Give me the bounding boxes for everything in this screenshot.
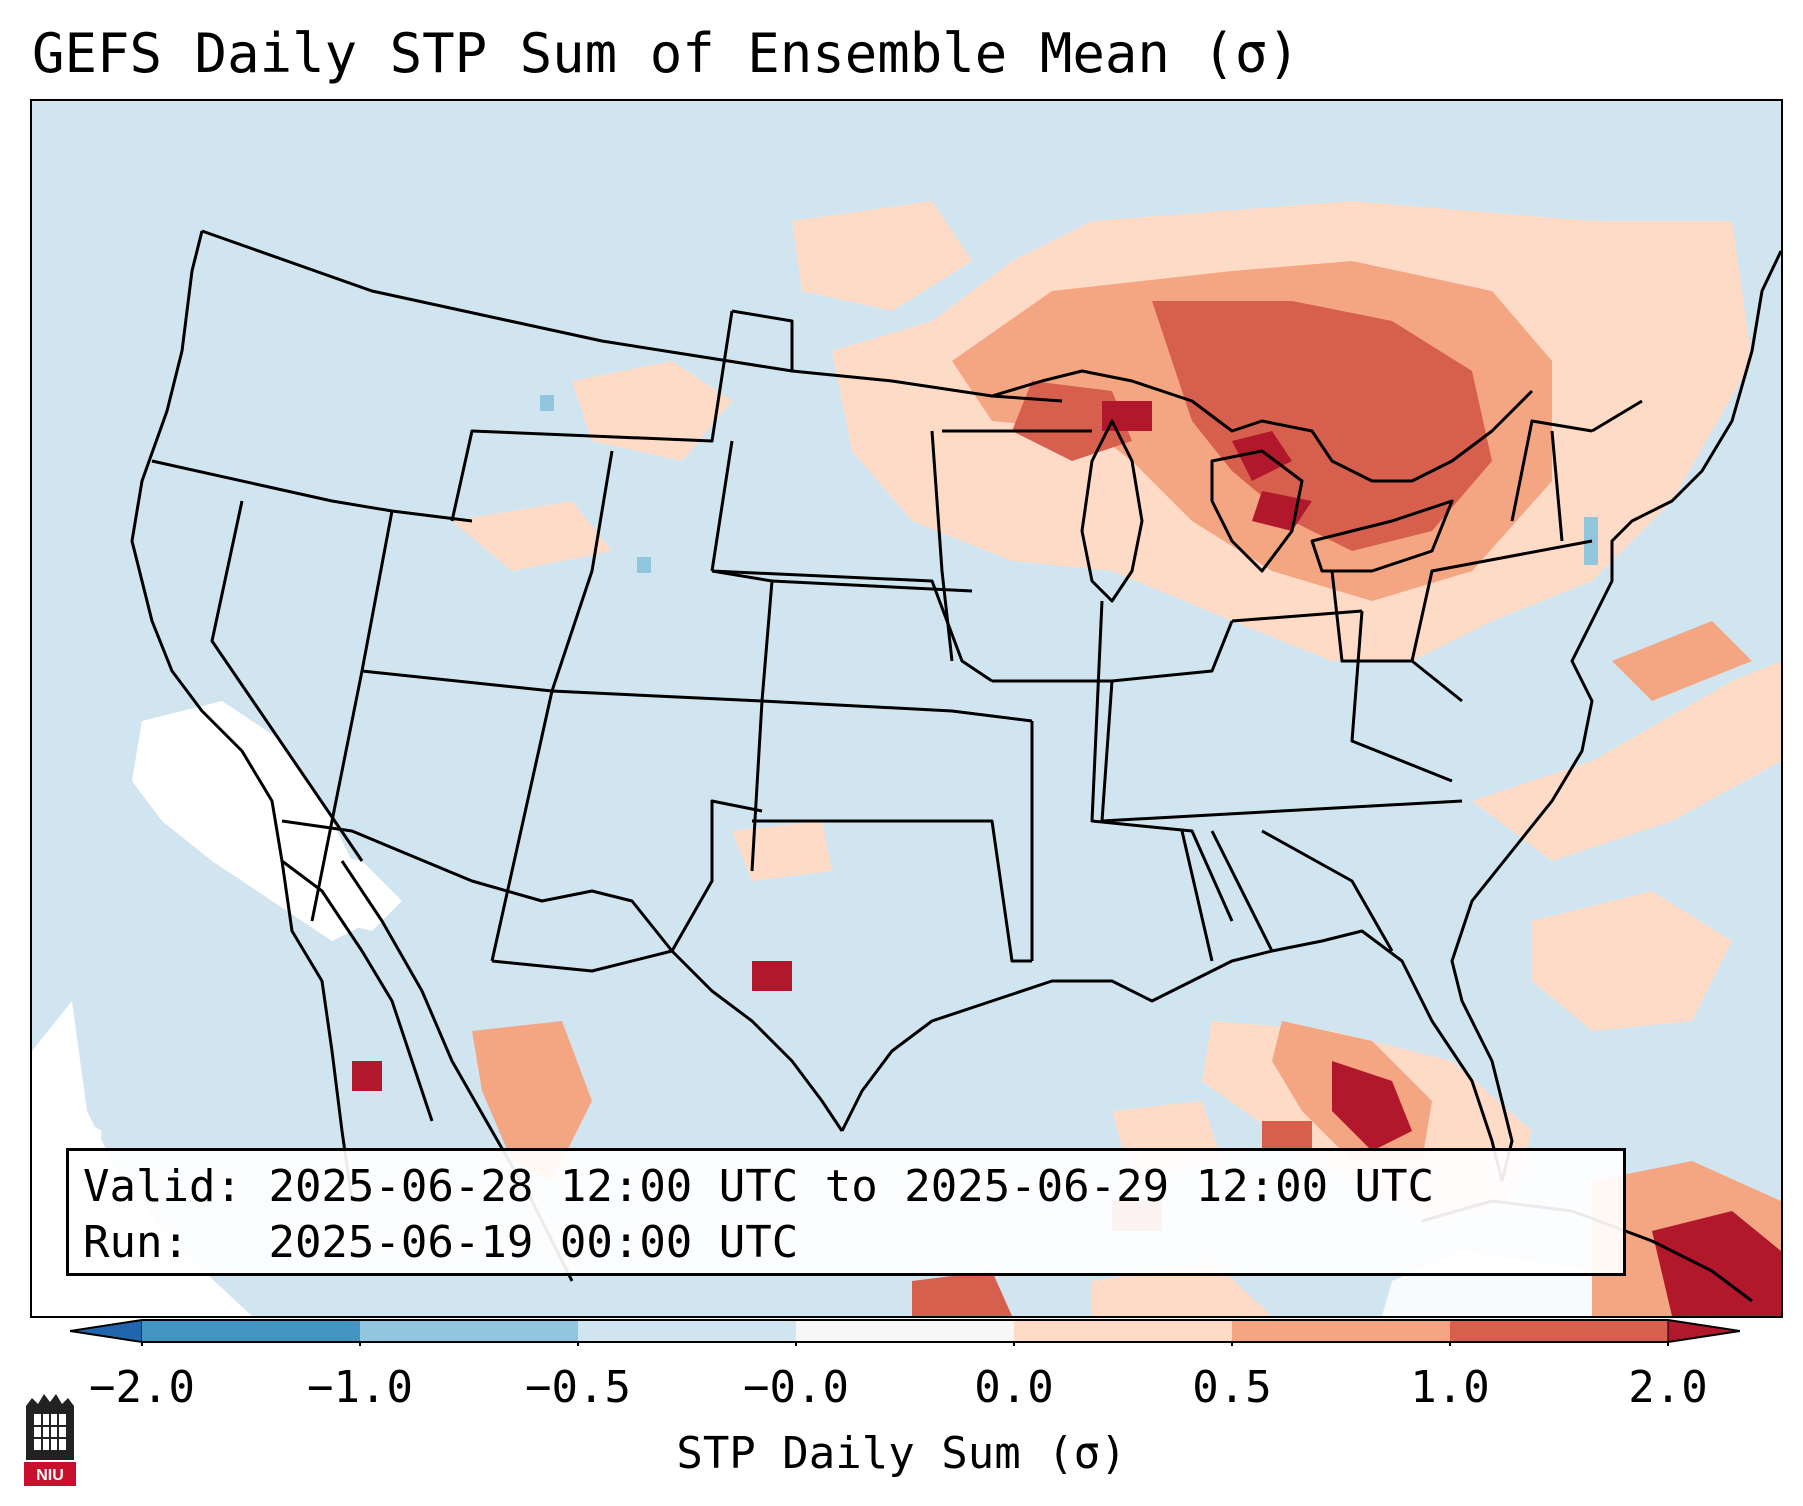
colorbar-bin (1014, 1320, 1233, 1342)
colorbar-bin (796, 1320, 1015, 1342)
run-time: 2025-06-19 00:00 UTC (268, 1217, 799, 1268)
coastlines-and-borders (130, 229, 1781, 1303)
positive-anomalies (352, 201, 1781, 1316)
colorbar-bin (1232, 1320, 1451, 1342)
colorbar-bin (142, 1320, 361, 1342)
valid-range: 2025-06-28 12:00 UTC to 2025-06-29 12:00… (268, 1161, 1435, 1212)
colorbar-bin (360, 1320, 579, 1342)
map-panel (30, 99, 1783, 1318)
run-label: Run: (83, 1217, 189, 1268)
colorbar-tick-label: 1.0 (1410, 1362, 1490, 1413)
map-title: GEFS Daily STP Sum of Ensemble Mean (σ) (32, 22, 1300, 85)
colorbar (70, 1319, 1740, 1346)
colorbar-tick-label: 0.5 (1192, 1362, 1272, 1413)
colorbar-tick-label: −0.0 (743, 1362, 849, 1413)
colorbar-bin (1450, 1320, 1669, 1342)
colorbar-tick-label: 0.0 (974, 1362, 1054, 1413)
map-canvas (32, 101, 1781, 1316)
colorbar-bin (578, 1320, 797, 1342)
colorbar-extend-high (1667, 1319, 1740, 1343)
colorbar-extend-low (70, 1319, 143, 1343)
colorbar-tick-label: −2.0 (89, 1362, 195, 1413)
colorbar-tick-label: −0.5 (525, 1362, 631, 1413)
svg-text:NIU: NIU (36, 1467, 64, 1484)
colorbar-label: STP Daily Sum (σ) (676, 1428, 1127, 1479)
valid-label: Valid: (83, 1161, 242, 1212)
colorbar-tick-label: −1.0 (307, 1362, 413, 1413)
validity-box: Valid: 2025-06-28 12:00 UTC to 2025-06-2… (66, 1148, 1626, 1276)
niu-logo: NIU (24, 1394, 76, 1486)
colorbar-tick-label: 2.0 (1628, 1362, 1708, 1413)
